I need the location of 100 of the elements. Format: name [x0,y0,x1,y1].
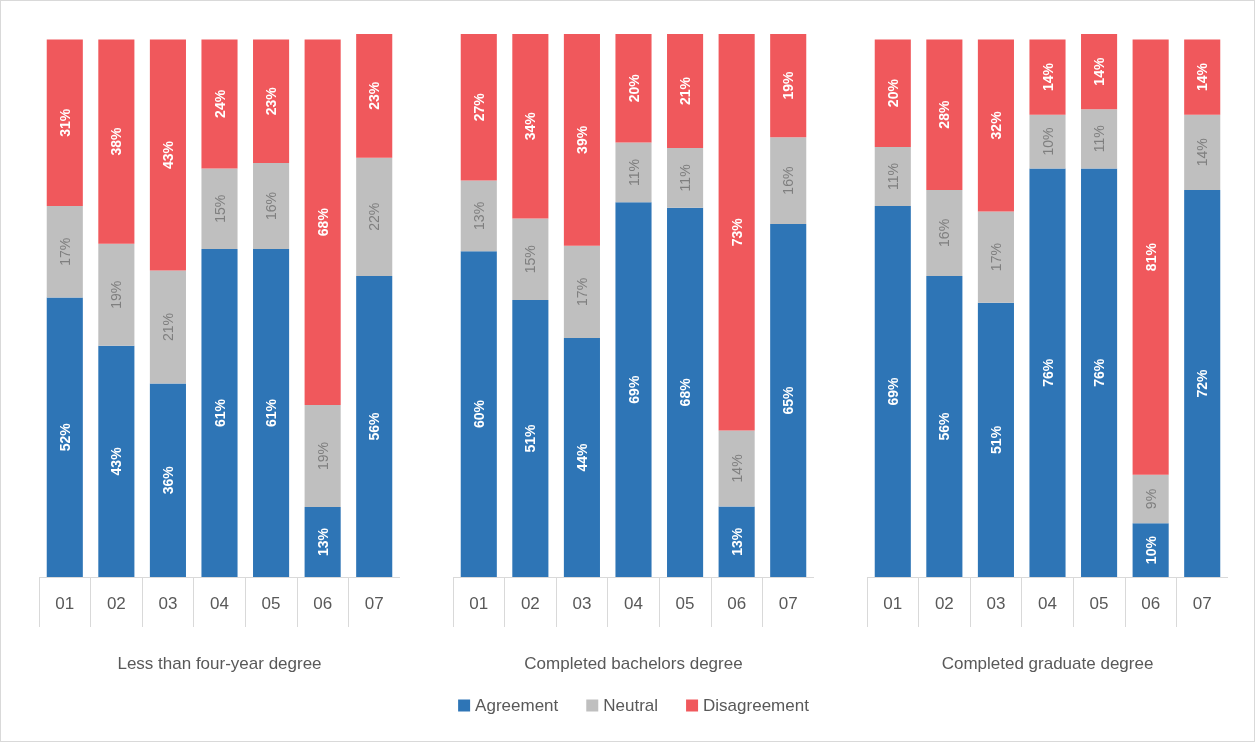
x-tick-label: 07 [778,594,798,613]
data-label: 15% [522,245,539,274]
data-label: 24% [211,89,228,118]
bar [512,218,549,301]
data-label: 61% [263,398,280,428]
data-label: 19% [780,71,797,100]
bar [615,34,652,143]
x-tick-label: 05 [675,594,695,613]
bar [1081,109,1118,169]
x-tick-label: 01 [469,594,489,613]
data-label: 9% [1142,488,1159,510]
bar [460,251,497,577]
data-label: 31% [56,108,73,137]
data-label: 81% [1142,242,1159,272]
bar [667,148,704,208]
bar [667,207,704,577]
x-tick-label: 02 [520,594,540,613]
data-label: 11% [625,158,642,186]
bar [718,34,755,431]
data-label: 39% [573,125,590,154]
bar [926,39,963,190]
bar [615,142,652,203]
data-label: 32% [987,110,1004,140]
data-label: 10% [1039,127,1056,156]
data-label: 65% [780,385,797,415]
data-label: 72% [1194,368,1211,398]
legend-label: Disagreement [703,696,810,715]
bar [460,34,497,181]
x-axis-title: Completed bachelors degree [524,654,743,673]
bar [304,404,341,508]
data-label: 43% [108,446,125,476]
data-label: 69% [884,376,901,406]
x-tick-label: 04 [210,594,229,613]
bar [149,39,186,271]
bar [1184,189,1221,577]
bar [98,345,135,577]
x-axis-title: Less than four-year degree [117,654,322,673]
data-label: 14% [1194,62,1211,92]
legend-label: Neutral [603,696,659,715]
bar [926,189,963,276]
bar [874,206,911,577]
bar [512,300,549,577]
data-label: 27% [470,92,487,122]
bar [977,302,1014,577]
bar [563,338,600,577]
bar [253,163,290,250]
bar [770,224,807,577]
data-label: 52% [56,422,73,452]
x-tick-label: 06 [313,594,333,613]
data-label: 13% [314,527,331,557]
data-label: 44% [573,442,590,472]
bar [201,39,238,169]
bar [98,39,135,244]
data-label: 14% [1091,57,1108,86]
bar [874,39,911,147]
data-label: 76% [1091,358,1108,387]
bar [615,202,652,577]
data-label: 56% [936,411,953,441]
bar [149,383,186,577]
x-tick-label: 02 [106,594,126,613]
x-tick-label: 06 [1141,594,1161,613]
x-tick-label: 03 [986,594,1006,613]
data-label: 10% [1142,535,1159,565]
x-tick-label: 07 [1192,594,1212,613]
data-label: 36% [159,465,176,495]
x-tick-label: 03 [158,594,178,613]
data-label: 13% [470,201,487,230]
legend-label: Agreement [475,696,559,715]
data-label: 60% [470,399,487,429]
bar [201,249,238,577]
bar [718,430,755,507]
bar [98,243,135,346]
bar [304,507,341,577]
data-label: 14% [1039,62,1056,92]
bar [1184,114,1221,190]
data-label: 14% [1194,138,1211,167]
data-label: 16% [936,218,953,247]
bar [1081,34,1118,110]
bar [770,34,807,138]
x-axis-title: Completed graduate degree [941,654,1154,673]
bar [770,137,807,225]
data-label: 21% [677,76,694,106]
x-tick-label: 06 [727,594,747,613]
bar [253,249,290,577]
x-tick-label: 01 [55,594,75,613]
data-label: 51% [522,423,539,453]
data-label: 61% [211,398,228,428]
bar [926,275,963,577]
data-label: 17% [573,277,590,306]
data-label: 16% [780,166,797,195]
data-label: 20% [625,73,642,103]
data-label: 23% [263,86,280,116]
data-label: 17% [987,243,1004,272]
bar [667,34,704,149]
bar [563,245,600,339]
bar [356,157,393,276]
data-label: 34% [522,111,539,141]
data-label: 76% [1039,358,1056,387]
data-label: 21% [159,312,176,342]
bar [46,206,83,298]
